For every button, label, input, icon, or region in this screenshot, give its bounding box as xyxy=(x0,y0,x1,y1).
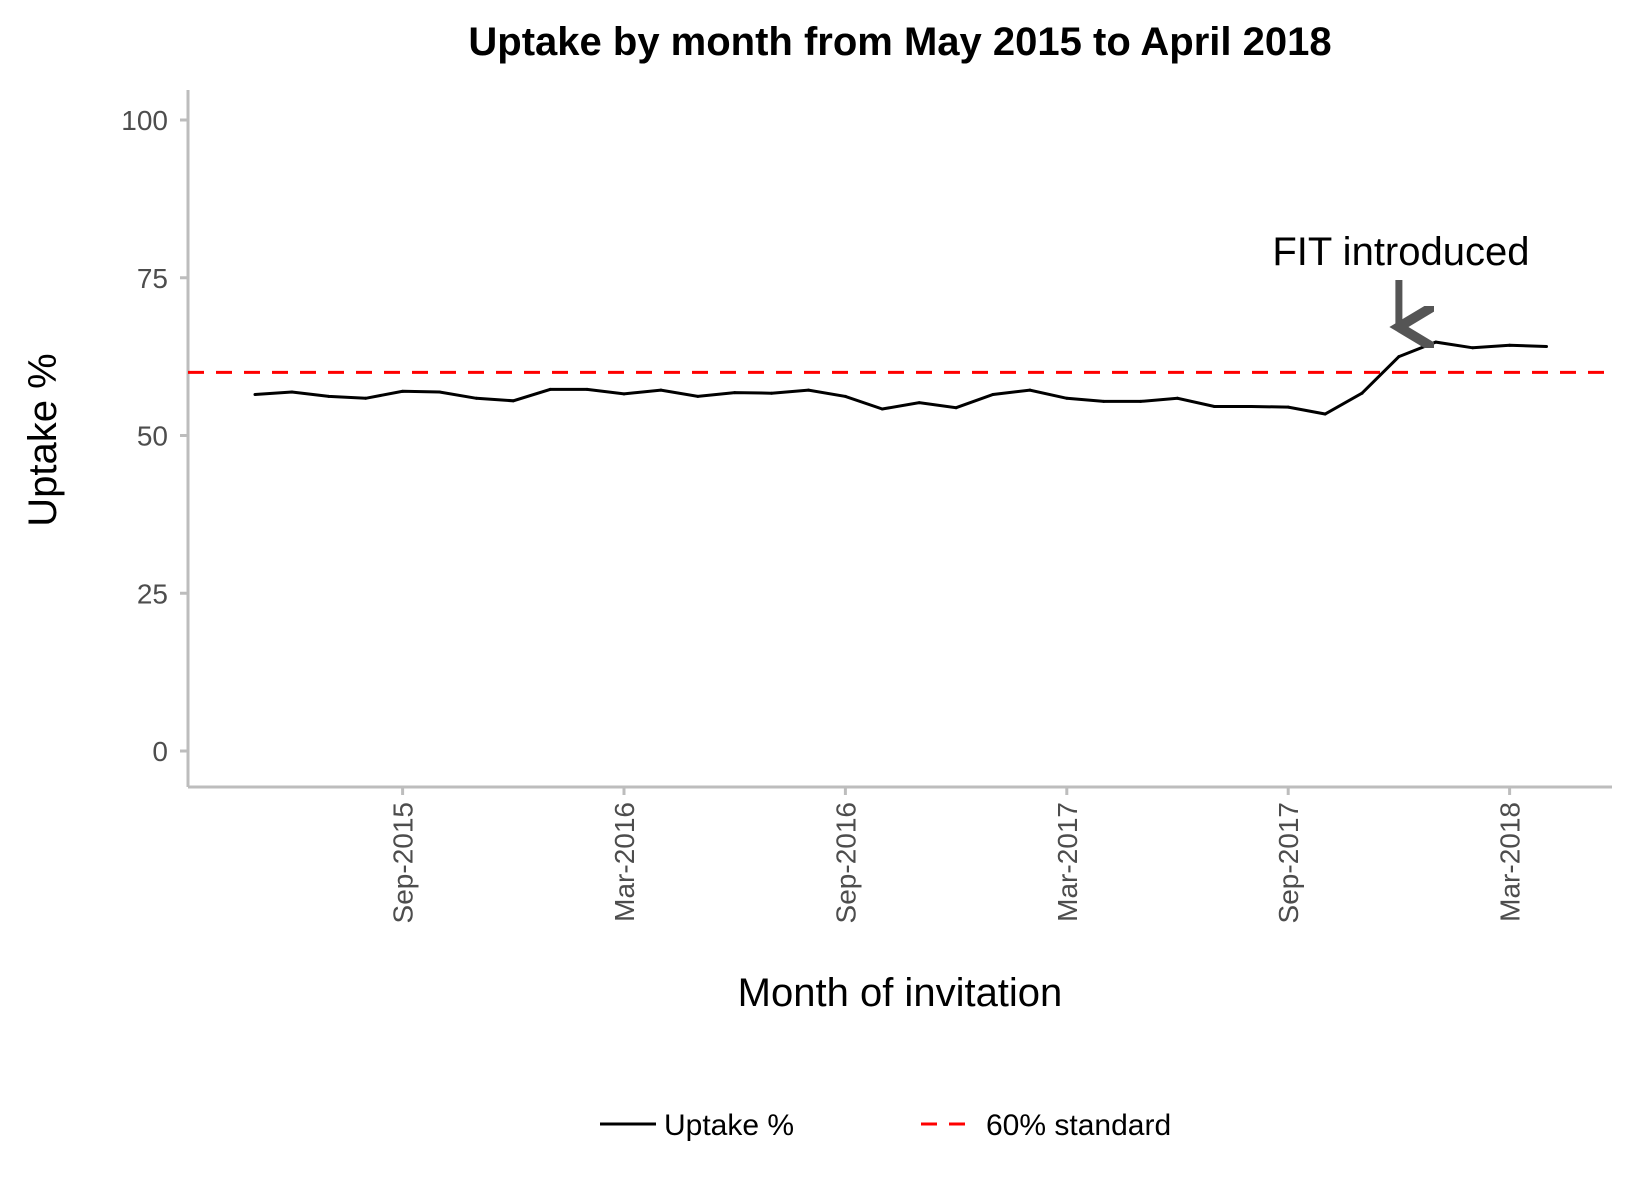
uptake-point xyxy=(253,392,257,396)
y-axis-ticks: 0 25 50 75 100 xyxy=(121,105,188,767)
y-tick-label: 0 xyxy=(152,736,168,767)
uptake-point xyxy=(1212,404,1216,408)
legend: Uptake % 60% standard xyxy=(600,1109,1171,1142)
uptake-point xyxy=(954,406,958,410)
y-tick-label: 25 xyxy=(137,578,168,609)
uptake-point xyxy=(585,387,589,391)
uptake-series-line xyxy=(254,340,1547,416)
uptake-point xyxy=(1286,405,1290,409)
uptake-point xyxy=(1249,404,1253,408)
uptake-point xyxy=(364,396,368,400)
uptake-point xyxy=(1397,355,1401,359)
uptake-point xyxy=(1139,399,1143,403)
uptake-point xyxy=(290,390,294,394)
uptake-point xyxy=(327,394,331,398)
x-tick-label: Sep-2016 xyxy=(830,802,861,923)
chart-title: Uptake by month from May 2015 to April 2… xyxy=(468,20,1331,64)
uptake-point xyxy=(659,388,663,392)
legend-label-standard: 60% standard xyxy=(986,1109,1171,1142)
uptake-point xyxy=(1360,391,1364,395)
uptake-point xyxy=(622,392,626,396)
y-axis-title: Uptake % xyxy=(21,353,65,526)
uptake-point xyxy=(511,399,515,403)
uptake-point xyxy=(843,394,847,398)
uptake-point xyxy=(991,392,995,396)
uptake-series-points xyxy=(253,340,1548,416)
uptake-point xyxy=(1102,399,1106,403)
uptake-point xyxy=(474,396,478,400)
y-tick-label: 50 xyxy=(137,421,168,452)
uptake-point xyxy=(1028,388,1032,392)
uptake-point xyxy=(1508,343,1512,347)
x-axis-ticks: Sep-2015 Mar-2016 Sep-2016 Mar-2017 Sep-2017… xyxy=(388,787,1526,923)
uptake-point xyxy=(1323,412,1327,416)
y-tick-label: 100 xyxy=(121,105,168,136)
x-tick-label: Mar-2017 xyxy=(1052,802,1083,922)
uptake-point xyxy=(880,407,884,411)
uptake-point xyxy=(1471,346,1475,350)
uptake-point xyxy=(548,387,552,391)
y-tick-label: 75 xyxy=(137,263,168,294)
uptake-point xyxy=(1065,396,1069,400)
uptake-point xyxy=(1176,396,1179,400)
legend-label-uptake: Uptake % xyxy=(664,1109,794,1142)
x-tick-label: Mar-2018 xyxy=(1495,802,1526,922)
uptake-point xyxy=(438,390,441,394)
uptake-point xyxy=(770,391,774,395)
fit-annotation-text: FIT introduced xyxy=(1272,230,1529,274)
uptake-point xyxy=(696,394,700,398)
uptake-point xyxy=(733,391,737,395)
x-tick-label: Sep-2015 xyxy=(388,802,419,923)
uptake-point xyxy=(917,401,921,405)
uptake-point xyxy=(401,389,405,393)
uptake-point xyxy=(807,388,810,392)
uptake-point xyxy=(1434,340,1438,344)
x-axis-title: Month of invitation xyxy=(738,971,1063,1015)
uptake-point xyxy=(1545,345,1548,349)
x-tick-label: Mar-2016 xyxy=(609,802,640,922)
x-tick-label: Sep-2017 xyxy=(1273,802,1304,923)
